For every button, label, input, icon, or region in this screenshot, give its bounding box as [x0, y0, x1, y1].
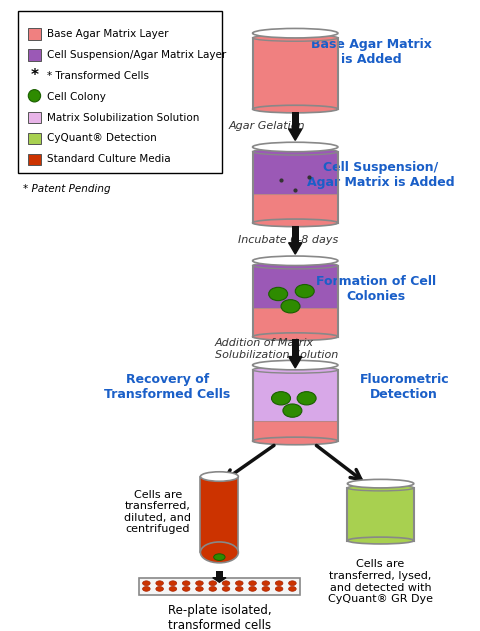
- Ellipse shape: [348, 480, 414, 488]
- Ellipse shape: [169, 587, 177, 591]
- Text: * Patent Pending: * Patent Pending: [23, 184, 111, 194]
- Bar: [348, 488, 414, 541]
- Ellipse shape: [201, 472, 239, 481]
- Text: Cell Colony: Cell Colony: [47, 91, 106, 102]
- Bar: [252, 370, 338, 421]
- Ellipse shape: [252, 35, 338, 41]
- Ellipse shape: [222, 587, 230, 591]
- Text: Recovery of
Transformed Cells: Recovery of Transformed Cells: [104, 373, 230, 401]
- Ellipse shape: [169, 581, 177, 586]
- Ellipse shape: [283, 404, 302, 417]
- Bar: [252, 151, 338, 194]
- Ellipse shape: [252, 28, 338, 38]
- Ellipse shape: [288, 587, 296, 591]
- Text: Addition of Matrix
Solubilization Solution: Addition of Matrix Solubilization Soluti…: [215, 338, 338, 360]
- Text: Matrix Solubilization Solution: Matrix Solubilization Solution: [47, 112, 199, 122]
- Text: Base Agar Matrix
is Added: Base Agar Matrix is Added: [311, 38, 432, 66]
- Ellipse shape: [249, 587, 256, 591]
- Ellipse shape: [252, 367, 338, 373]
- Text: *: *: [30, 68, 38, 83]
- Bar: [291, 226, 299, 243]
- Ellipse shape: [156, 587, 163, 591]
- Polygon shape: [288, 129, 302, 140]
- Polygon shape: [213, 578, 226, 582]
- Bar: [252, 308, 338, 337]
- Ellipse shape: [297, 392, 316, 405]
- Bar: [291, 112, 299, 129]
- Ellipse shape: [252, 437, 338, 445]
- Text: CyQuant® Detection: CyQuant® Detection: [47, 133, 156, 143]
- Ellipse shape: [28, 90, 41, 102]
- Ellipse shape: [252, 219, 338, 227]
- Ellipse shape: [269, 287, 288, 300]
- Ellipse shape: [252, 333, 338, 341]
- Ellipse shape: [348, 485, 414, 491]
- Bar: [139, 577, 300, 594]
- Ellipse shape: [236, 581, 243, 586]
- Text: Base Agar Matrix Layer: Base Agar Matrix Layer: [47, 29, 168, 39]
- Text: Cells are
transferred,
diluted, and
centrifuged: Cells are transferred, diluted, and cent…: [124, 490, 191, 534]
- Bar: [252, 194, 338, 223]
- Ellipse shape: [196, 581, 203, 586]
- Ellipse shape: [252, 360, 338, 370]
- Ellipse shape: [249, 581, 256, 586]
- Ellipse shape: [143, 587, 150, 591]
- Ellipse shape: [252, 105, 338, 113]
- Text: Cell Suspension/Agar Matrix Layer: Cell Suspension/Agar Matrix Layer: [47, 50, 226, 60]
- Ellipse shape: [209, 587, 216, 591]
- Ellipse shape: [156, 581, 163, 586]
- Bar: [28, 28, 41, 40]
- Bar: [28, 133, 41, 144]
- Ellipse shape: [276, 581, 283, 586]
- Ellipse shape: [196, 587, 203, 591]
- Ellipse shape: [288, 581, 296, 586]
- Ellipse shape: [262, 587, 270, 591]
- Text: Cell Suspension/
Agar Matrix is Added: Cell Suspension/ Agar Matrix is Added: [307, 162, 455, 189]
- Bar: [28, 49, 41, 61]
- Text: Re-plate isolated,
transformed cells: Re-plate isolated, transformed cells: [168, 604, 271, 631]
- Ellipse shape: [295, 285, 314, 298]
- Bar: [252, 266, 338, 308]
- Text: Fluorometric
Detection: Fluorometric Detection: [360, 373, 449, 401]
- Ellipse shape: [201, 542, 239, 563]
- Ellipse shape: [252, 262, 338, 269]
- Ellipse shape: [348, 537, 414, 544]
- Ellipse shape: [262, 581, 270, 586]
- Ellipse shape: [209, 581, 216, 586]
- Ellipse shape: [252, 148, 338, 155]
- Ellipse shape: [143, 581, 150, 586]
- Text: Agar Gelation: Agar Gelation: [229, 121, 305, 131]
- Text: Cells are
transferred, lysed,
and detected with
CyQuant® GR Dye: Cells are transferred, lysed, and detect…: [328, 560, 433, 604]
- Ellipse shape: [182, 587, 190, 591]
- Polygon shape: [288, 243, 302, 254]
- Ellipse shape: [272, 392, 290, 405]
- Text: Formation of Cell
Colonies: Formation of Cell Colonies: [316, 275, 436, 304]
- Bar: [201, 476, 239, 552]
- Ellipse shape: [182, 581, 190, 586]
- Bar: [28, 153, 41, 165]
- Bar: [18, 11, 222, 173]
- Ellipse shape: [222, 581, 230, 586]
- Ellipse shape: [281, 300, 300, 313]
- Ellipse shape: [276, 587, 283, 591]
- Bar: [252, 38, 338, 109]
- Ellipse shape: [252, 256, 338, 266]
- Text: Incubate 6-8 days: Incubate 6-8 days: [239, 235, 338, 245]
- Bar: [216, 571, 223, 578]
- Ellipse shape: [236, 587, 243, 591]
- Ellipse shape: [252, 142, 338, 151]
- Bar: [291, 339, 299, 357]
- Text: Standard Culture Media: Standard Culture Media: [47, 155, 170, 164]
- Polygon shape: [288, 357, 302, 368]
- Ellipse shape: [214, 554, 225, 560]
- Bar: [28, 112, 41, 123]
- Bar: [252, 421, 338, 441]
- Text: * Transformed Cells: * Transformed Cells: [47, 71, 149, 81]
